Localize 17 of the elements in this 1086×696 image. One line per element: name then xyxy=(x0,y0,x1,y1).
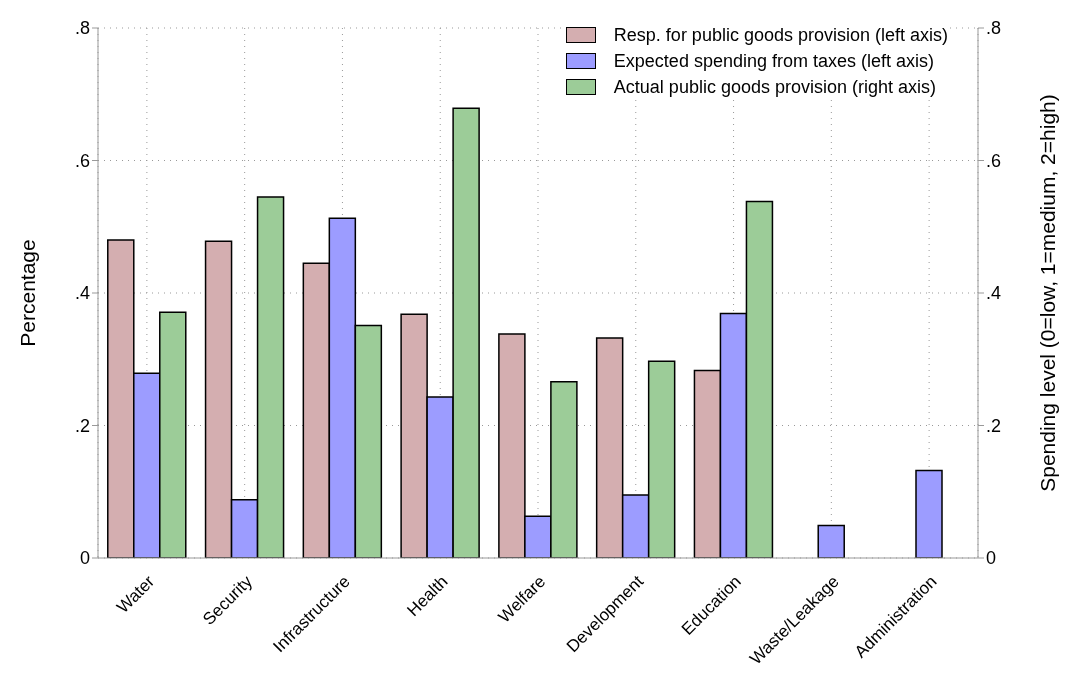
legend-label: Actual public goods provision (right axis) xyxy=(613,76,936,99)
y-axis-title: Percentage xyxy=(16,239,40,347)
y-tick-label: 0 xyxy=(79,548,90,569)
y-tick-label: .8 xyxy=(74,18,90,39)
y-tick-label: .6 xyxy=(74,150,90,171)
legend-label: Resp. for public goods provision (left axis) xyxy=(613,24,948,47)
y2-tick-label: .2 xyxy=(986,415,1002,436)
y2-axis-title: Spending level (0=low, 1=medium, 2=high) xyxy=(1036,94,1060,492)
y2-tick-label: .4 xyxy=(986,283,1002,304)
y2-tick-label: 0 xyxy=(986,548,997,569)
y2-tick-label: .6 xyxy=(986,150,1002,171)
y2-tick-label: .8 xyxy=(986,18,1002,39)
y-tick-label: .4 xyxy=(74,283,90,304)
bar xyxy=(915,469,943,558)
legend-label: Expected spending from taxes (left axis) xyxy=(613,50,934,73)
y-tick-label: .2 xyxy=(74,415,90,436)
bar xyxy=(817,524,845,558)
